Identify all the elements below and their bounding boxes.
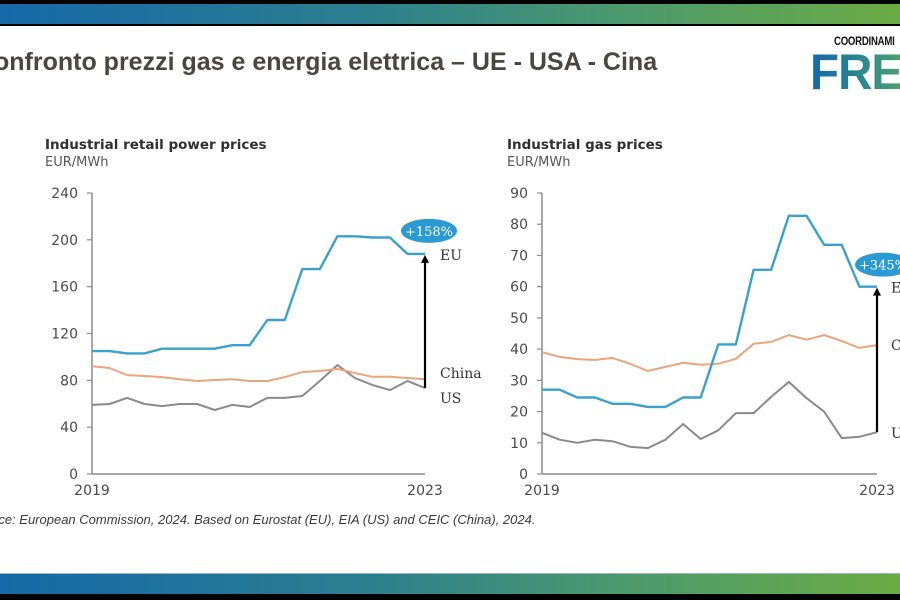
power-arrow-head <box>421 254 429 263</box>
gas-y-tick-label: 30 <box>510 373 528 389</box>
power-chart-unit: EUR/MWh <box>45 155 108 170</box>
power-series-line-us <box>91 364 426 411</box>
gas-series-line-eu <box>542 214 877 409</box>
gas-change-badge <box>855 252 900 277</box>
gas-series-line-us <box>541 380 878 450</box>
power-x-tick-label: 2019 <box>74 483 110 499</box>
gas-label-eu: EU <box>891 281 900 297</box>
power-y-tick-label: 240 <box>51 186 78 202</box>
gas-series-line-china <box>541 334 878 372</box>
source-note: rce: European Commission, 2024. Based on… <box>0 512 536 527</box>
power-label-eu: EU <box>440 248 462 264</box>
power-y-tick-label: 160 <box>51 280 78 296</box>
gas-y-tick-label: 20 <box>510 405 528 421</box>
bottom-gradient <box>0 573 900 594</box>
power-price-chart: Industrial retail power prices EUR/MWh 0 40… <box>45 137 900 499</box>
top-gradient <box>0 4 900 24</box>
power-y-tick-label: 80 <box>60 373 78 389</box>
power-series-line-china <box>91 365 426 382</box>
gas-chart-title: Industrial gas prices <box>507 137 663 153</box>
logo-subtitle: COORDINAMI <box>834 34 895 48</box>
gas-x-tick-label: 2019 <box>524 483 560 499</box>
gas-y-tick-label: 50 <box>510 311 528 327</box>
power-chart-title: Industrial retail power prices <box>45 137 267 153</box>
gas-label-china: China <box>891 338 900 354</box>
page-title: onfronto prezzi gas e energia elettrica … <box>0 48 658 76</box>
power-y-tick-label: 120 <box>51 327 78 343</box>
power-change-badge-text: +158% <box>405 225 453 240</box>
gas-y-tick-label: 10 <box>510 436 528 452</box>
power-y-tick-label: 200 <box>51 233 78 249</box>
gas-y-tick-label: 40 <box>510 342 528 358</box>
gas-y-tick-label: 70 <box>510 248 528 264</box>
gas-change-badge-text: +345% <box>859 259 900 274</box>
bottom-gradient-bar <box>0 573 900 600</box>
power-label-us: US <box>440 391 461 407</box>
logo-wordmark: FRE <box>812 46 900 98</box>
power-x-tick-label: 2023 <box>407 483 443 499</box>
power-y-tick-label: 0 <box>69 467 78 483</box>
power-change-badge <box>401 218 457 243</box>
power-label-china: China <box>440 366 482 382</box>
gas-arrow-head <box>873 287 881 296</box>
power-y-tick-label: 40 <box>60 420 78 436</box>
power-series-line-eu <box>92 235 425 355</box>
gas-chart-unit: EUR/MWh <box>507 155 570 170</box>
gas-y-tick-label: 80 <box>510 217 528 233</box>
gas-label-us: US <box>891 426 900 442</box>
gas-y-tick-label: 0 <box>519 467 528 483</box>
gas-y-tick-label: 60 <box>510 280 528 296</box>
logo: COORDINAMI FRE <box>812 34 900 100</box>
top-gradient-bar <box>0 0 900 26</box>
gas-y-tick-label: 90 <box>510 186 528 202</box>
gas-x-tick-label: 2023 <box>859 483 895 499</box>
